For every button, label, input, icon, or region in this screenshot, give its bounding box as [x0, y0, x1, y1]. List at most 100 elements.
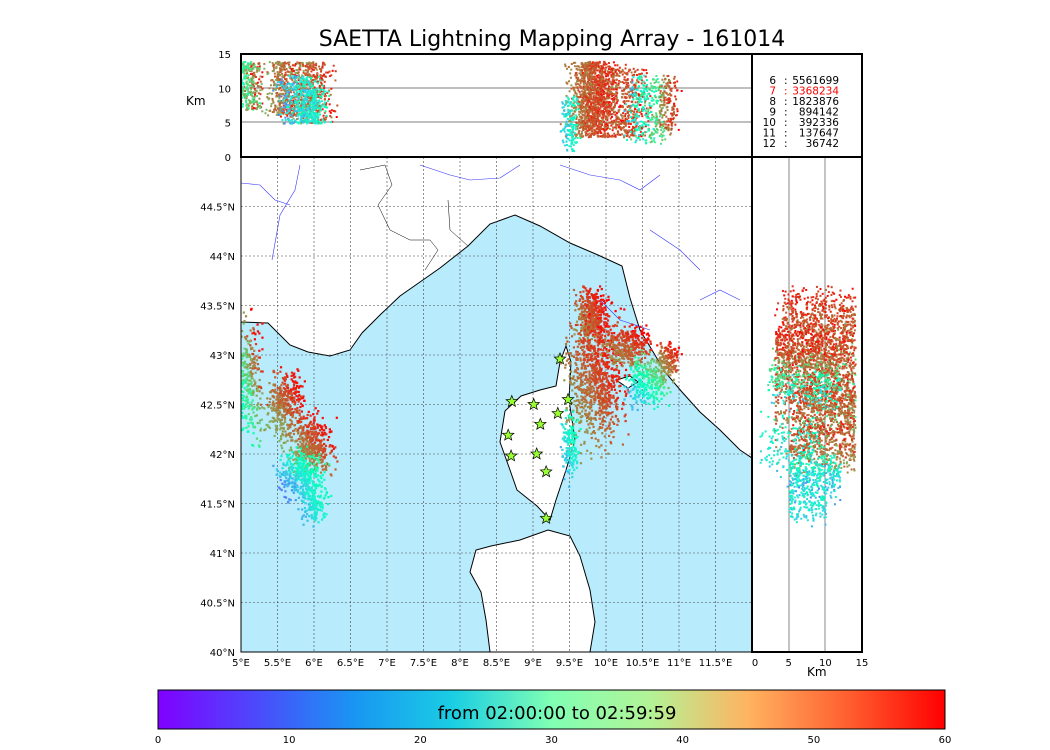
- lightning-source: [582, 290, 585, 293]
- lightning-source: [594, 373, 597, 376]
- lightning-source: [601, 382, 604, 385]
- lightning-source: [631, 332, 634, 335]
- lightning-source: [313, 460, 316, 463]
- lightning-source: [578, 429, 581, 433]
- lightning-source-lon-alt: [256, 103, 259, 106]
- lightning-source: [319, 508, 322, 512]
- lightning-source: [663, 394, 666, 397]
- lightning-source: [260, 418, 263, 421]
- lightning-source: [591, 354, 594, 358]
- lightning-source-lon-alt: [281, 75, 284, 78]
- lightning-source-lon-alt: [289, 103, 292, 106]
- lightning-source: [242, 390, 245, 394]
- lightning-source: [568, 440, 571, 443]
- lightning-source-lon-alt: [274, 108, 277, 111]
- lightning-source: [295, 398, 298, 402]
- lightning-source: [294, 401, 297, 404]
- lightning-source: [596, 319, 599, 322]
- lightning-source: [606, 391, 609, 395]
- lightning-source: [259, 397, 262, 400]
- lightning-source: [630, 330, 633, 333]
- lightning-source: [618, 349, 622, 352]
- lightning-source: [643, 363, 647, 366]
- lightning-source: [621, 330, 624, 334]
- lightning-source: [325, 491, 328, 494]
- lightning-source: [317, 500, 320, 503]
- lightning-source: [627, 335, 630, 339]
- lightning-source: [596, 344, 600, 347]
- lightning-source: [314, 469, 318, 472]
- lightning-source: [640, 400, 643, 403]
- lightning-source-lon-alt: [248, 81, 251, 84]
- lightning-source: [591, 363, 594, 366]
- lightning-source: [314, 441, 317, 444]
- lightning-source: [278, 387, 281, 390]
- lightning-source-lon-alt: [236, 64, 238, 66]
- lightning-source-lon-alt: [271, 79, 274, 82]
- lightning-source: [592, 430, 596, 433]
- lightning-source: [646, 397, 650, 400]
- lightning-source: [246, 373, 249, 376]
- lightning-source: [305, 492, 309, 495]
- lightning-source: [594, 410, 597, 413]
- lightning-source: [279, 420, 282, 423]
- lightning-source: [250, 390, 253, 393]
- lightning-source-lon-alt: [302, 87, 305, 90]
- lightning-source-lon-alt: [316, 74, 319, 77]
- station-star-icon: [539, 511, 553, 525]
- lightning-source: [304, 467, 307, 470]
- lightning-source: [575, 350, 578, 353]
- lightning-source: [301, 479, 305, 482]
- lightning-source: [596, 390, 599, 393]
- lightning-source: [297, 395, 300, 398]
- lightning-source: [662, 358, 665, 361]
- lightning-source: [276, 392, 280, 395]
- lightning-source: [596, 288, 599, 292]
- lightning-source: [307, 452, 310, 456]
- lightning-source: [304, 452, 307, 455]
- lightning-source: [317, 451, 321, 454]
- lightning-source: [674, 347, 677, 351]
- lightning-source-lon-alt: [255, 89, 258, 92]
- lightning-source: [589, 355, 593, 358]
- lightning-source-lon-alt: [253, 95, 256, 98]
- lightning-source: [301, 417, 305, 420]
- lightning-source: [567, 447, 570, 450]
- lightning-source: [639, 364, 642, 367]
- lightning-source: [241, 370, 245, 373]
- lightning-source-lon-alt: [324, 118, 327, 121]
- lightning-source: [250, 374, 253, 378]
- lightning-source: [597, 440, 600, 443]
- lightning-source: [297, 464, 300, 468]
- lightning-source: [586, 306, 589, 309]
- lightning-source: [570, 432, 573, 435]
- lightning-source: [289, 498, 292, 502]
- lightning-source: [656, 367, 659, 370]
- lightning-source: [308, 506, 311, 509]
- lightning-source: [586, 320, 589, 323]
- lightning-source: [603, 302, 607, 305]
- lightning-source: [604, 396, 608, 399]
- lightning-source-lon-alt: [251, 94, 254, 97]
- lightning-source: [331, 445, 334, 448]
- lightning-source-lon-alt: [323, 98, 326, 101]
- lightning-source: [289, 388, 293, 391]
- lightning-source-lon-alt: [326, 91, 329, 94]
- lightning-source: [317, 443, 320, 447]
- lightning-source: [245, 395, 249, 398]
- lightning-source: [279, 487, 282, 490]
- lightning-source: [617, 339, 620, 342]
- lightning-source: [569, 381, 572, 384]
- lightning-source: [633, 373, 636, 376]
- lightning-source: [667, 386, 670, 390]
- lightning-source: [572, 423, 575, 426]
- lightning-source: [259, 427, 263, 430]
- lightning-source-lon-alt: [273, 75, 276, 78]
- lightning-source: [258, 407, 261, 410]
- lightning-source: [663, 349, 666, 353]
- lightning-source: [629, 395, 632, 398]
- lightning-source: [610, 396, 613, 399]
- lightning-source: [642, 395, 645, 398]
- lightning-source: [643, 401, 646, 405]
- lightning-source: [247, 379, 251, 382]
